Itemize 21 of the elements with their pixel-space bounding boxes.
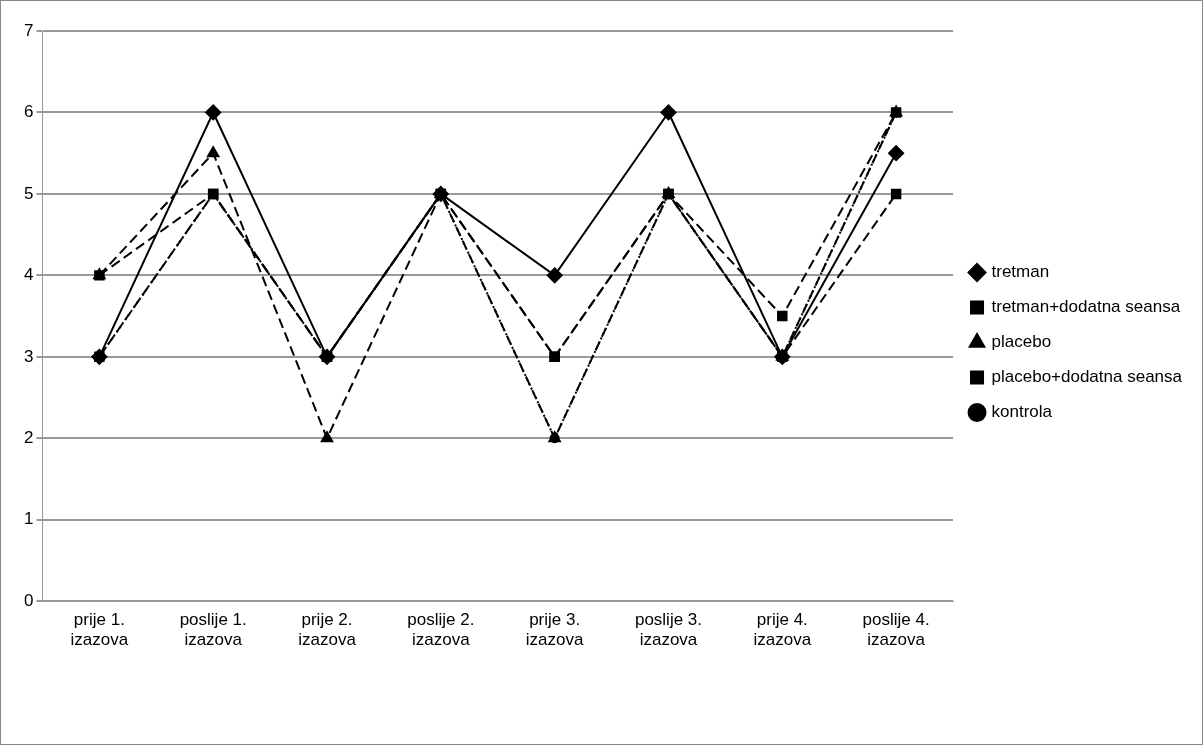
y-tick-label: 0 [23,590,34,610]
x-tick-label: poslije 4. izazova [862,610,930,650]
legend-label: placebo [991,332,1052,352]
x-tick-label: prije 2. izazova [298,610,357,650]
x-tick-label: prije 1. izazova [70,610,129,650]
y-tick-label: 5 [23,183,34,203]
legend-label: kontrola [991,402,1053,422]
y-tick-label: 6 [23,102,34,122]
x-tick-label: poslije 1. izazova [179,610,247,650]
x-tick-label: prije 4. izazova [753,610,812,650]
x-tick-label: prije 3. izazova [525,610,585,650]
y-tick-label: 3 [23,346,34,366]
y-tick-label: 2 [23,427,34,447]
legend-label: tretman+dodatna seansa [991,297,1181,317]
y-tick-label: 1 [23,509,34,529]
legend-label: placebo+dodatna seansa [991,367,1183,387]
legend-label: tretman [991,262,1050,282]
y-tick-label: 7 [23,20,34,40]
x-tick-label: poslije 3. izazova [634,610,703,650]
y-tick-label: 4 [23,265,34,285]
x-tick-label: poslije 2. izazova [407,610,475,650]
